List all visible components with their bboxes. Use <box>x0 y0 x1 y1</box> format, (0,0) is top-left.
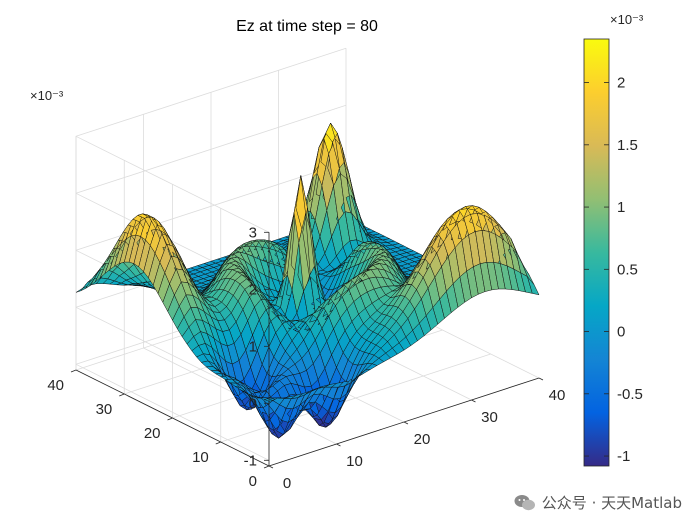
x-tick-label: 0 <box>283 475 291 492</box>
y-tick-mark <box>70 369 77 373</box>
colorbar-exponent: ×10⁻³ <box>610 12 644 27</box>
surface-patch <box>527 276 540 296</box>
y-tick-label: 0 <box>249 473 257 490</box>
wechat-icon <box>514 494 535 510</box>
axes-ticks: 0 10 20 30 40 0 10 20 30 40 -1 0 1 2 3 <box>47 224 565 492</box>
x-tick-mark <box>538 377 544 381</box>
z-tick-label: 2 <box>249 281 257 298</box>
x-tick-mark <box>471 399 476 403</box>
wall-gridline <box>75 363 270 461</box>
colorbar-gradient <box>583 38 610 467</box>
x-tick-mark <box>268 465 274 469</box>
y-tick-mark <box>263 465 270 469</box>
colorbar-tick-label: 2 <box>617 75 625 92</box>
colorbar-tick-label: 1 <box>617 199 625 216</box>
y-tick-mark <box>167 417 173 421</box>
z-tick-label: 3 <box>249 224 257 241</box>
y-tick-label: 10 <box>192 449 209 466</box>
watermark: 公众号 · 天天Matlab <box>514 492 682 513</box>
y-tick-mark <box>119 393 125 397</box>
y-tick-mark <box>215 441 221 445</box>
surface-plot <box>75 122 540 439</box>
colorbar: ×10⁻³ -1 -0.5 0 0.5 1 1.5 2 <box>583 12 644 467</box>
y-tick-label: 40 <box>47 377 64 394</box>
chart-title: Ez at time step = 80 <box>236 18 378 35</box>
x-tick-label: 30 <box>481 409 498 426</box>
y-tick-label: 30 <box>96 401 113 418</box>
watermark-text: 公众号 · 天天Matlab <box>541 494 682 512</box>
z-tick-label: 0 <box>249 395 257 412</box>
colorbar-tick-label: -0.5 <box>617 386 643 403</box>
x-tick-label: 40 <box>549 387 566 404</box>
colorbar-tick-label: 1.5 <box>617 137 638 154</box>
x-tick-label: 20 <box>414 431 431 448</box>
z-tick-label: -1 <box>244 452 257 469</box>
x-tick-mark <box>336 443 341 447</box>
colorbar-tick-label: 0.5 <box>617 261 638 278</box>
z-tick-label: 1 <box>249 338 257 355</box>
x-tick-mark <box>403 421 409 425</box>
colorbar-tick-label: -1 <box>617 448 630 465</box>
x-tick-label: 10 <box>346 453 363 470</box>
z-axis-exponent: ×10⁻³ <box>30 88 64 103</box>
colorbar-tick-label: 0 <box>617 324 625 341</box>
wall-gridline <box>75 135 270 233</box>
y-tick-label: 20 <box>144 425 161 442</box>
